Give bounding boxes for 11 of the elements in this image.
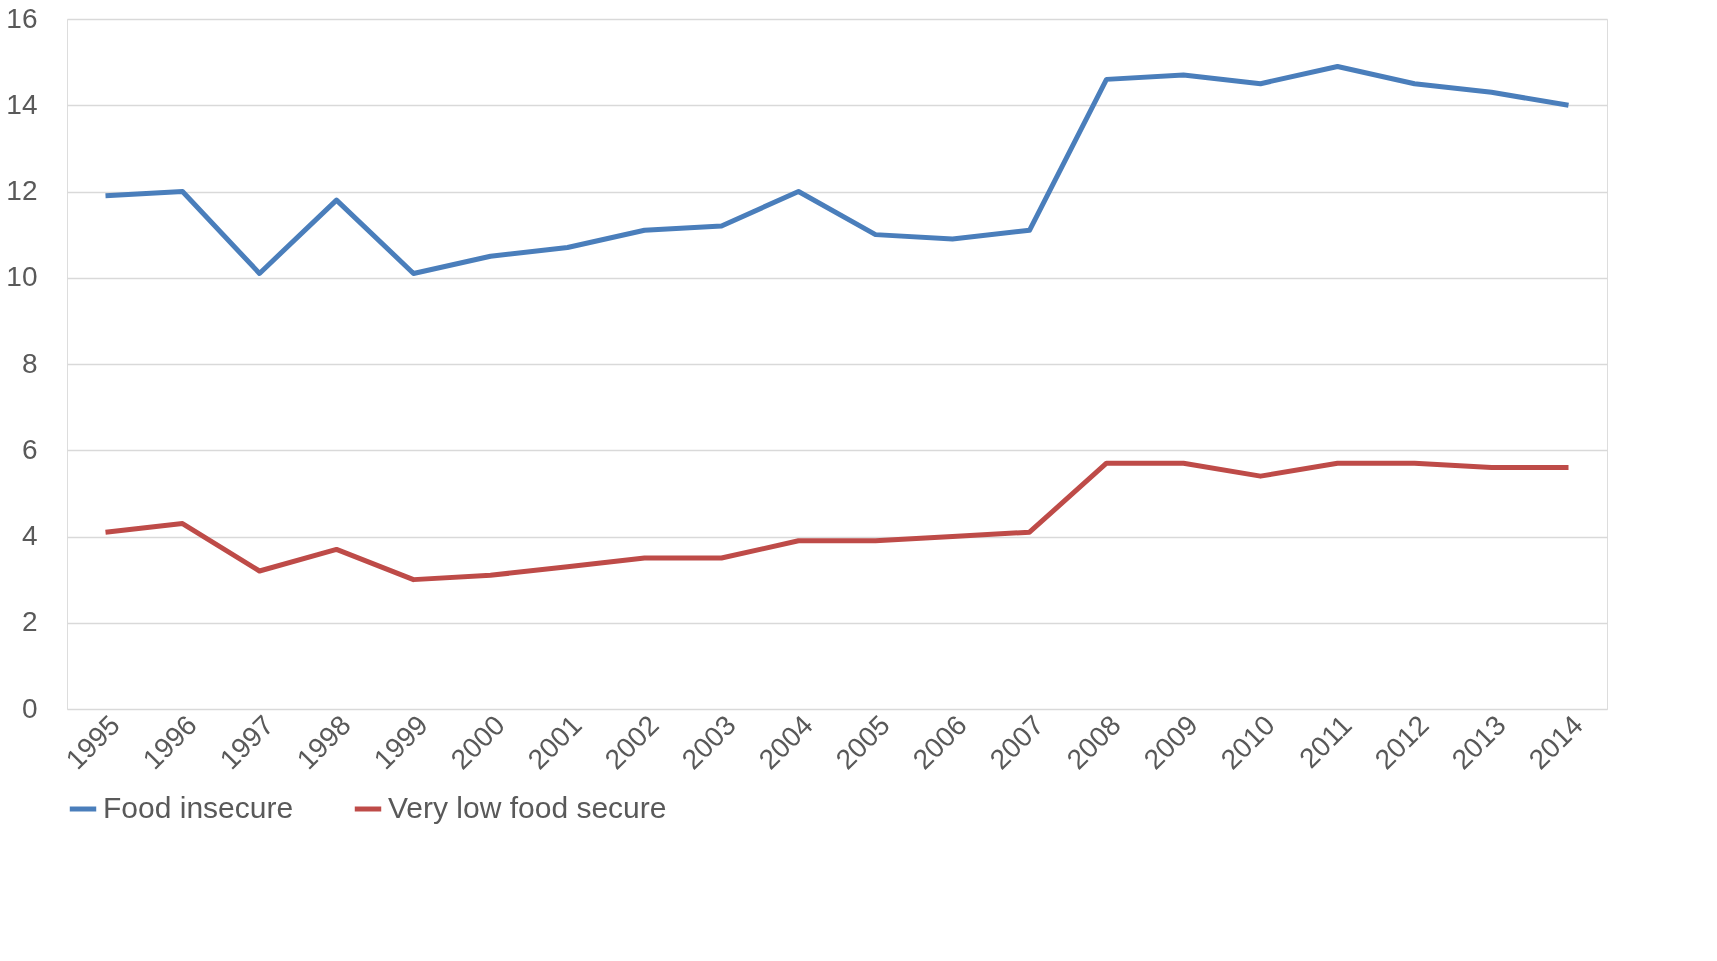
y-tick-label: 6 bbox=[21, 433, 38, 465]
y-tick-label: 12 bbox=[6, 175, 38, 206]
legend-label: Food insecure bbox=[103, 791, 294, 824]
y-tick-label: 4 bbox=[21, 520, 38, 551]
y-tick-label: 16 bbox=[6, 2, 38, 34]
y-tick-label: 0 bbox=[21, 692, 38, 724]
y-tick-label: 14 bbox=[6, 88, 38, 120]
y-tick-label: 2 bbox=[21, 606, 38, 638]
y-tick-label: 8 bbox=[21, 347, 38, 379]
y-tick-label: 10 bbox=[6, 261, 38, 293]
legend-label: Very low food secure bbox=[388, 791, 667, 824]
